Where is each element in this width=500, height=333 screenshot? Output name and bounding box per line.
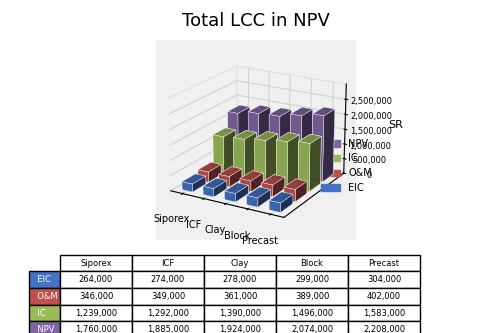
Title: Total LCC in NPV: Total LCC in NPV [182, 12, 330, 30]
Legend: NPV, IC, O&M, EIC: NPV, IC, O&M, EIC [317, 135, 376, 197]
